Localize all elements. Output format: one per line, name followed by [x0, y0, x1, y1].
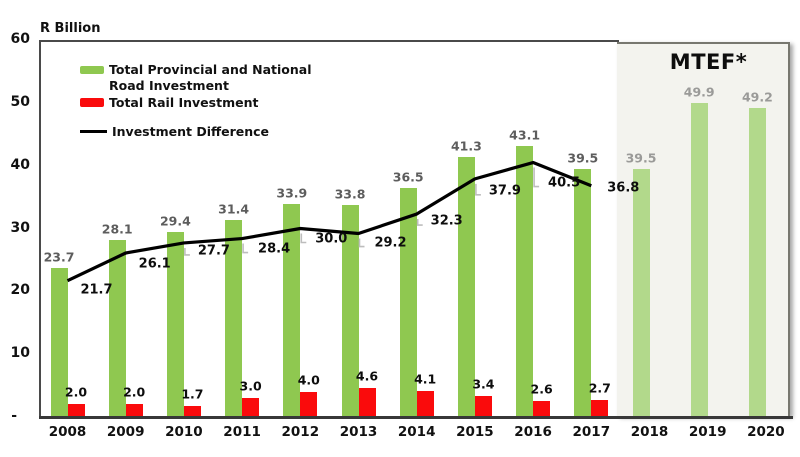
rail-bar-value-label: 2.0	[64, 384, 88, 400]
x-tick-label: 2014	[397, 424, 436, 440]
difference-line-value-label: 27.7	[197, 243, 230, 259]
legend-label-rail: Total Rail Investment	[109, 95, 259, 110]
road-bar-value-label: 36.5	[392, 169, 424, 185]
difference-line-value-label: 21.7	[80, 282, 113, 298]
rail-investment-bar	[416, 391, 434, 417]
rail-bar-value-label: 2.7	[588, 380, 611, 396]
plot-top-border	[39, 40, 619, 42]
rail-investment-bar	[358, 388, 376, 417]
x-tick-label: 2012	[281, 424, 320, 440]
difference-line-value-label: 32.3	[430, 213, 463, 229]
road-bar-value-label: 31.4	[218, 201, 250, 217]
difference-line-value-label: 30.0	[315, 231, 348, 246]
rail-investment-bar	[125, 404, 143, 417]
rail-bar-swatch-icon	[80, 98, 104, 107]
road-bar-swatch-icon	[80, 66, 104, 74]
legend-item-road: Total Provincial and National Road Inves…	[80, 62, 312, 93]
rail-investment-bar	[183, 406, 201, 417]
y-tick-label: 20	[10, 282, 30, 299]
x-tick-label: 2009	[106, 424, 145, 440]
rail-investment-bar	[242, 398, 260, 417]
difference-line-value-label: 36.8	[607, 180, 640, 196]
road-bar-value-label: 39.5	[567, 150, 599, 166]
x-tick-label: 2018	[630, 424, 669, 440]
line-label-leader	[184, 247, 190, 256]
y-tick-label: 50	[10, 93, 30, 110]
difference-line-value-label: 40.5	[548, 175, 581, 191]
y-tick-label: 30	[10, 219, 30, 236]
legend-item-rail: Total Rail Investment	[80, 95, 258, 111]
x-tick-label: 2020	[747, 424, 785, 440]
road-bar-value-label: 39.5	[625, 150, 657, 166]
x-tick-label: 2008	[48, 424, 87, 440]
y-tick-label: 40	[10, 156, 30, 173]
road-investment-bar	[690, 103, 708, 417]
rail-bar-value-label: 1.7	[181, 386, 204, 402]
difference-line-value-label: 37.9	[488, 183, 521, 199]
rail-bar-value-label: 2.0	[123, 384, 146, 400]
rail-investment-bar	[300, 391, 318, 417]
rail-investment-bar	[67, 404, 85, 417]
road-bar-value-label: 43.1	[509, 127, 541, 143]
y-tick-label: 10	[10, 345, 30, 362]
line-label-leader	[533, 167, 540, 188]
x-tick-label: 2016	[514, 424, 552, 440]
line-label-leader	[358, 238, 365, 248]
rail-investment-bar	[591, 400, 609, 417]
rail-bar-value-label: 4.6	[355, 368, 379, 384]
road-bar-value-label: 49.2	[741, 89, 773, 105]
difference-line-value-label: 28.4	[258, 241, 291, 257]
legend-item-difference: Investment Difference	[80, 124, 269, 140]
road-investment-bar	[748, 107, 766, 417]
x-tick-label: 2013	[339, 424, 378, 440]
road-bar-value-label: 23.7	[43, 249, 75, 265]
x-tick-label: 2019	[688, 424, 727, 440]
legend-label-difference: Investment Difference	[112, 124, 270, 139]
line-label-leader	[475, 183, 481, 196]
road-bar-value-label: 29.4	[159, 213, 191, 229]
y-axis-title: R Billion	[40, 21, 101, 36]
difference-line-value-label: 29.2	[374, 235, 407, 251]
rail-bar-value-label: 4.1	[414, 371, 437, 387]
rail-bar-value-label: 2.6	[530, 381, 553, 397]
line-label-leader	[300, 233, 307, 244]
rail-investment-bar	[533, 400, 551, 417]
x-tick-label: 2015	[456, 424, 494, 440]
x-tick-label: 2017	[572, 424, 611, 440]
road-investment-bar	[50, 268, 68, 417]
x-axis-line	[39, 416, 793, 419]
road-investment-bar	[108, 240, 126, 417]
y-tick-label: 60	[10, 31, 30, 47]
line-label-leader	[242, 243, 249, 254]
difference-line-value-label: 26.1	[138, 256, 171, 272]
difference-line-swatch-icon	[80, 130, 107, 133]
rail-investment-bar	[474, 395, 492, 417]
line-label-leader	[416, 219, 423, 226]
x-tick-label: 2010	[165, 424, 203, 440]
road-bar-value-label: 33.9	[276, 185, 308, 201]
legend-label-road: Total Provincial and National Road Inves…	[109, 62, 312, 93]
x-tick-label: 2011	[223, 424, 261, 440]
y-tick-label: -	[11, 408, 17, 424]
road-bar-value-label: 41.3	[450, 138, 482, 154]
mtef-title: MTEF*	[669, 50, 748, 74]
road-bar-value-label: 33.8	[334, 186, 366, 202]
road-bar-value-label: 49.9	[683, 84, 715, 100]
rail-bar-value-label: 3.0	[239, 378, 262, 394]
rail-bar-value-label: 3.4	[472, 376, 495, 392]
y-axis-line	[39, 40, 41, 418]
rail-bar-value-label: 4.0	[297, 372, 320, 388]
road-investment-bar	[632, 168, 650, 417]
road-bar-value-label: 28.1	[101, 221, 133, 237]
